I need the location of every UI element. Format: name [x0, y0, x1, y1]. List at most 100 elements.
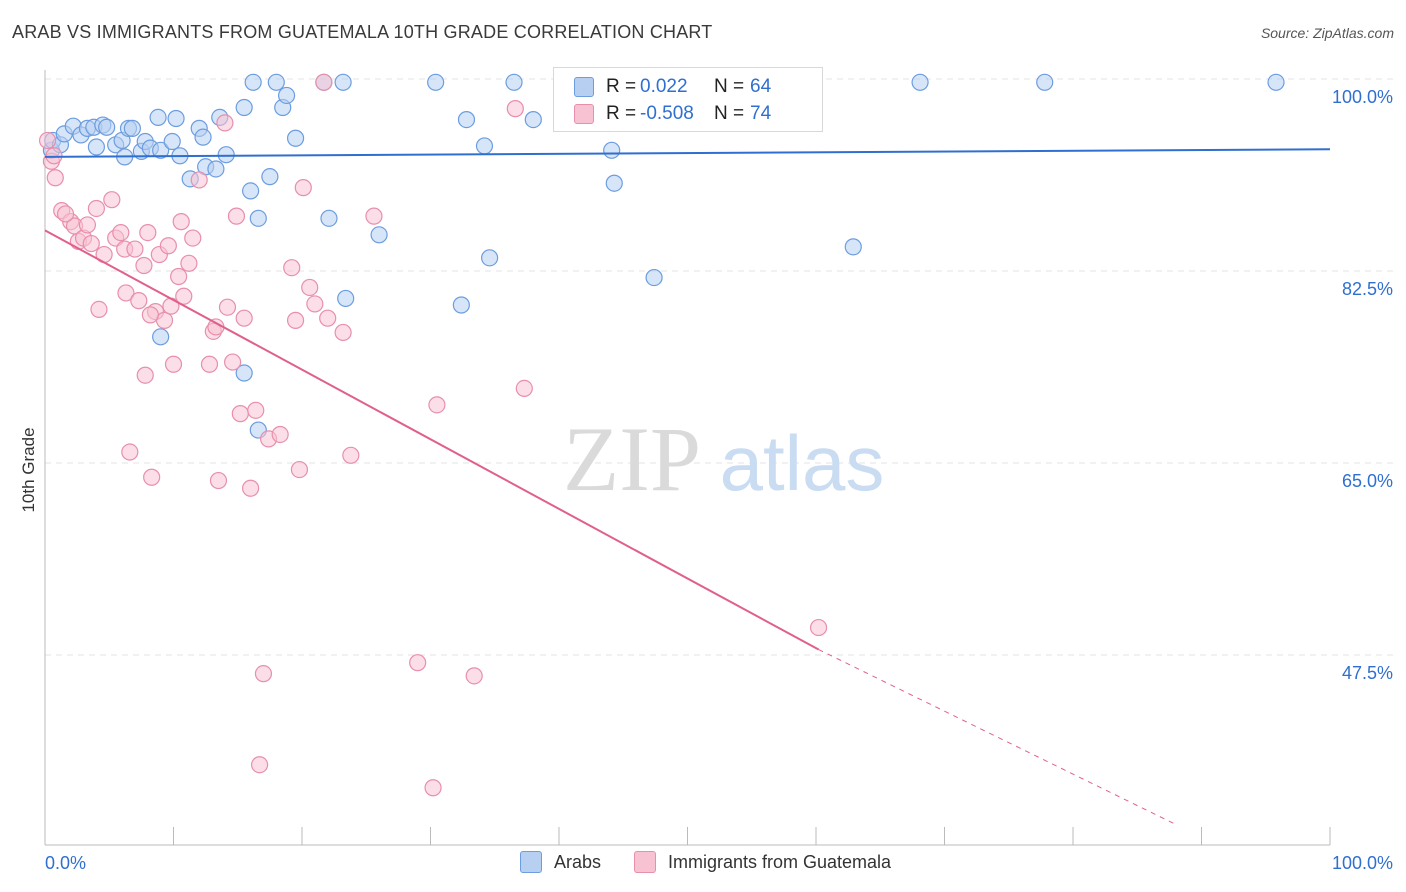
data-point-guatemala [200, 355, 219, 373]
data-point-guatemala [465, 667, 483, 685]
data-point-guatemala [224, 353, 242, 371]
data-point-guatemala [175, 287, 193, 305]
data-point-arabs [277, 86, 296, 105]
axes [44, 70, 1331, 846]
data-point-guatemala [126, 240, 144, 258]
data-point-guatemala [103, 191, 121, 209]
y-tick-label: 47.5% [1342, 663, 1393, 683]
data-point-arabs [152, 141, 170, 159]
data-point-guatemala [242, 479, 260, 497]
bottom-legend-swatch-guatemala [634, 851, 656, 873]
data-point-arabs [370, 226, 388, 244]
bottom-legend-label-guatemala: Immigrants from Guatemala [668, 851, 892, 872]
watermark: ZIP atlas [563, 408, 884, 510]
data-point-arabs [481, 249, 499, 267]
data-point-arabs [603, 141, 621, 159]
data-point-guatemala [409, 654, 427, 672]
data-point-guatemala [90, 300, 108, 318]
data-point-guatemala [56, 205, 75, 223]
data-point-arabs [235, 98, 253, 117]
x-tick-label-max: 100.0% [1332, 853, 1393, 873]
data-point-guatemala [506, 100, 524, 118]
watermark-zip: ZIP [563, 408, 701, 510]
data-point-guatemala [209, 471, 228, 490]
data-point-guatemala [218, 298, 237, 316]
bottom-legend-swatch-arabs [520, 851, 542, 873]
x-tick-label-min: 0.0% [45, 853, 86, 873]
data-point-guatemala [301, 278, 319, 297]
data-point-guatemala [130, 292, 148, 310]
legend-r-label: R = [606, 103, 637, 124]
data-point-arabs [286, 129, 305, 147]
data-point-guatemala [250, 756, 269, 774]
data-point-guatemala [294, 179, 312, 197]
tick-labels: 47.5% 65.0% 82.5% 100.0% 0.0% 100.0% [45, 87, 1393, 873]
chart-title: ARAB VS IMMIGRANTS FROM GUATEMALA 10TH G… [12, 22, 713, 42]
trend-line-guatemala [44, 229, 820, 651]
data-point-guatemala [334, 323, 352, 342]
data-point-guatemala [342, 446, 360, 464]
legend-n-value-guatemala: 74 [750, 103, 772, 124]
data-point-guatemala [139, 224, 157, 242]
data-point-arabs [427, 73, 445, 91]
legend-n-label: N = [714, 103, 745, 124]
data-point-arabs [207, 160, 225, 178]
data-point-arabs [194, 128, 212, 146]
data-point-guatemala [141, 306, 159, 324]
data-point-arabs [911, 73, 929, 91]
data-point-guatemala [424, 779, 442, 797]
data-point-arabs [261, 168, 279, 186]
data-point-arabs [152, 328, 170, 346]
source-label: Source: ZipAtlas.com [1260, 25, 1394, 41]
data-point-arabs [334, 73, 352, 91]
data-point-guatemala [290, 460, 309, 479]
data-point-arabs [524, 110, 542, 129]
data-point-guatemala [319, 309, 337, 327]
data-point-arabs [1267, 73, 1285, 91]
data-point-guatemala [216, 114, 234, 132]
data-point-arabs [87, 138, 106, 156]
legend-row-guatemala: R = -0.508 N = 74 [574, 102, 771, 126]
bottom-legend-arabs: Arabs [520, 851, 601, 873]
data-point-arabs [123, 119, 141, 137]
data-point-guatemala [82, 234, 100, 253]
data-point-guatemala [235, 309, 253, 327]
data-point-guatemala [164, 355, 183, 373]
data-point-arabs [645, 268, 663, 287]
data-point-arabs [149, 108, 167, 127]
data-point-guatemala [515, 379, 533, 397]
legend-r-value-guatemala: -0.508 [640, 103, 694, 124]
data-point-guatemala [121, 443, 139, 461]
bottom-legend-guatemala: Immigrants from Guatemala [634, 851, 891, 873]
data-point-arabs [844, 238, 862, 256]
trend-line-arabs [44, 148, 1331, 158]
data-point-guatemala [283, 259, 301, 277]
data-point-arabs [98, 118, 116, 136]
data-point-guatemala [190, 171, 208, 189]
data-point-arabs [475, 137, 494, 155]
data-point-arabs [249, 209, 267, 227]
data-point-guatemala [78, 216, 97, 234]
data-point-guatemala [184, 229, 202, 247]
data-point-arabs [1036, 73, 1054, 91]
data-point-guatemala [136, 366, 154, 384]
data-point-arabs [457, 110, 476, 129]
data-point-guatemala [170, 267, 188, 286]
data-point-guatemala [46, 169, 64, 187]
legend-n-label: N = [714, 76, 745, 97]
data-point-arabs [505, 73, 523, 91]
trend-line-guatemala-extension [818, 649, 1178, 826]
data-point-arabs [242, 182, 260, 200]
y-tick-label: 100.0% [1332, 87, 1393, 107]
data-point-guatemala [286, 311, 305, 329]
legend-n-value-arabs: 64 [750, 76, 772, 97]
data-point-guatemala [365, 207, 383, 225]
data-point-guatemala [45, 147, 63, 165]
data-point-guatemala [112, 224, 130, 242]
legend-swatch-guatemala [574, 104, 594, 124]
correlation-legend: R = 0.022 N = 64 R = -0.508 N = 74 [553, 67, 823, 132]
legend-r-value-arabs: 0.022 [640, 76, 688, 97]
series-guatemala-points [38, 73, 828, 797]
data-point-arabs [337, 289, 355, 308]
data-point-guatemala [180, 254, 198, 272]
